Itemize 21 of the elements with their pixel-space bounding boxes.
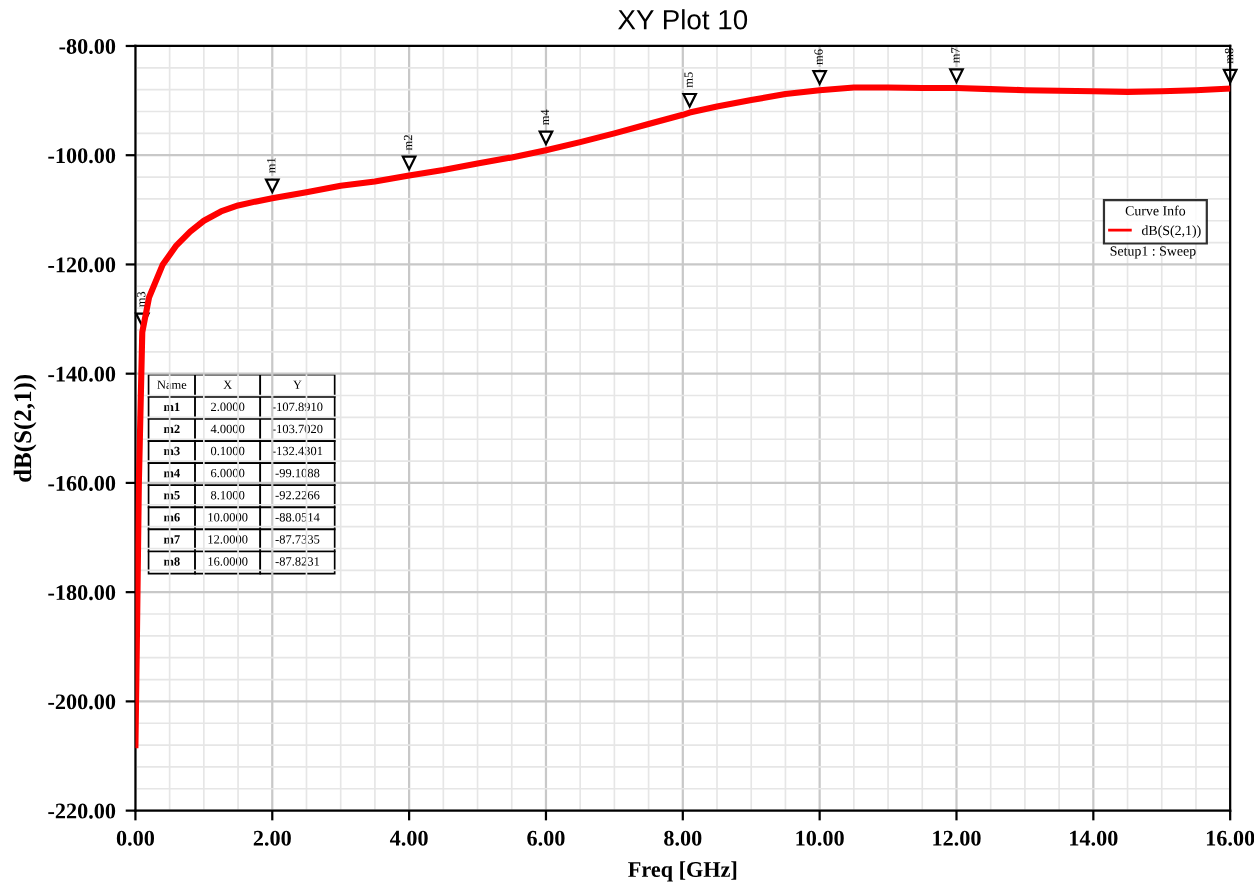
- y-tick-label: -140.00: [48, 366, 116, 382]
- y-tick-label: -120.00: [48, 257, 116, 273]
- x-tick-label: 0.00: [116, 830, 155, 846]
- y-tick-label: -160.00: [48, 475, 116, 491]
- y-tick-label: -180.00: [48, 585, 116, 601]
- x-tick-label: 16.00: [1206, 830, 1254, 846]
- x-tick-label: 12.00: [933, 830, 981, 846]
- line-series: [135, 84, 1231, 749]
- chart-title: XY Plot 10: [618, 9, 748, 30]
- x-tick-label: 8.00: [664, 830, 702, 846]
- y-axis-title: dB(S(2,1)): [13, 374, 37, 482]
- x-tick-label: 4.00: [389, 830, 428, 846]
- x-tick-label: 2.00: [253, 830, 291, 846]
- x-tick-label: 14.00: [1070, 830, 1118, 846]
- x-axis-title: Freq [GHz]: [628, 861, 737, 882]
- x-tick-label: 6.00: [527, 830, 565, 846]
- y-tick-label: -200.00: [48, 694, 116, 710]
- y-tick-label: -80.00: [59, 38, 116, 54]
- y-tick-label: -100.00: [48, 148, 116, 164]
- x-tick-label: 10.00: [796, 830, 844, 846]
- y-tick-label: -220.00: [48, 803, 116, 819]
